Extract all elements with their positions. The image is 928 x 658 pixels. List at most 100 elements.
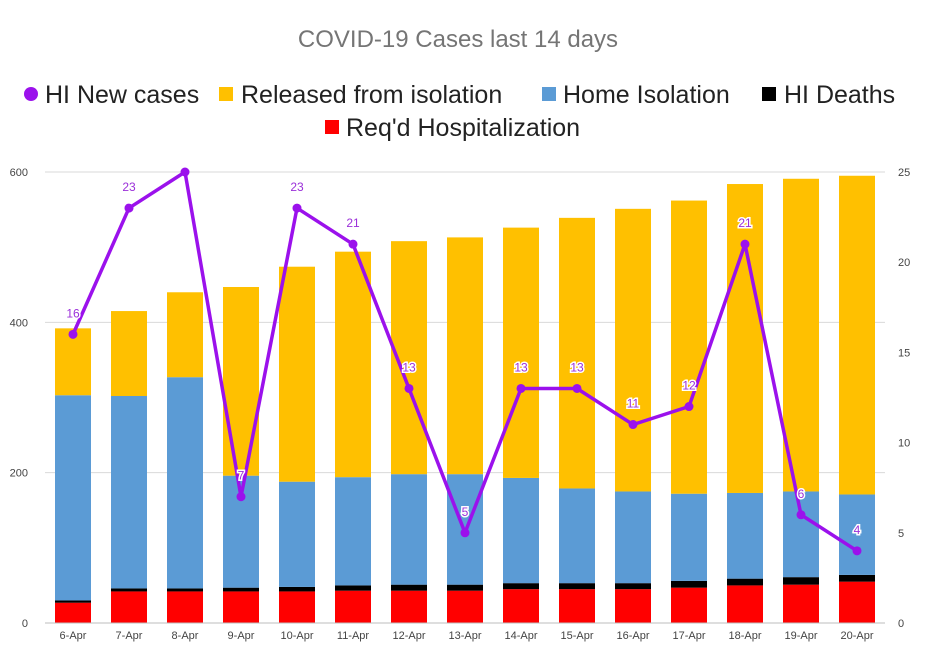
bar-hi-deaths [447,584,483,591]
bar-home-isolation [55,395,91,601]
bar-req-d-hospitalization [727,585,763,623]
bar-home-isolation [727,492,763,579]
bar-released-from-isolation [671,200,707,494]
bar-hi-deaths [167,588,203,592]
bar-home-isolation [559,488,595,584]
legend-label-released: Released from isolation [241,81,502,109]
new-cases-data-label: 23 [122,180,136,194]
y-right-tick-label: 5 [898,528,904,540]
x-tick-label: 9-Apr [228,630,255,642]
legend-marker-hi-new-cases [24,87,38,101]
bar-released-from-isolation [447,237,483,475]
bar-released-from-isolation [503,227,539,478]
new-cases-point [740,239,750,249]
bar-released-from-isolation [335,251,371,478]
new-cases-data-label: 12 [682,379,696,393]
bar-hi-deaths [783,577,819,585]
bar-released-from-isolation [279,266,315,482]
x-tick-label: 6-Apr [60,630,87,642]
new-cases-point [348,239,358,249]
legend-marker-reqd-hospitalization [325,120,339,134]
new-cases-data-label: 13 [570,360,584,374]
bar-hi-deaths [727,578,763,586]
legend-label-hi-new-cases: HI New cases [45,81,199,109]
bar-home-isolation [279,481,315,587]
legend-item-hi-deaths[interactable]: HI Deaths [762,81,895,109]
bar-released-from-isolation [111,311,147,396]
bar-released-from-isolation [727,184,763,493]
bar-req-d-hospitalization [279,591,315,623]
bar-home-isolation [671,493,707,581]
bar-hi-deaths [839,574,875,582]
legend-item-released[interactable]: Released from isolation [219,81,502,109]
new-cases-point [628,420,638,430]
bar-home-isolation [503,477,539,584]
bar-req-d-hospitalization [783,584,819,623]
bar-hi-deaths [223,587,259,592]
new-cases-data-label: 6 [798,487,805,501]
bar-released-from-isolation [559,217,595,489]
x-tick-label: 10-Apr [280,630,313,642]
bar-hi-deaths [503,583,539,590]
bar-hi-deaths [55,600,91,603]
x-tick-label: 19-Apr [784,630,817,642]
new-cases-point [796,510,806,520]
bar-hi-deaths [391,584,427,591]
new-cases-point [852,546,862,556]
new-cases-data-label: 13 [402,360,416,374]
new-cases-line: 16 23 7 23 21 13 5 13 13 11 12 21 6 4 [65,167,862,556]
new-cases-point [180,167,190,177]
bar-req-d-hospitalization [559,589,595,623]
legend-label-home-isolation: Home Isolation [563,81,730,109]
x-tick-label: 8-Apr [172,630,199,642]
legend-marker-hi-deaths [762,87,776,101]
new-cases-data-label: 4 [854,523,861,537]
bar-hi-deaths [615,583,651,590]
y-left-tick-label: 600 [10,167,28,179]
bar-hi-deaths [671,580,707,588]
new-cases-data-label: 7 [238,469,245,483]
bar-released-from-isolation [783,178,819,492]
x-tick-label: 11-Apr [337,630,370,642]
axes: 0 200 400 600 0 5 10 15 20 25 6-Apr 7-Apr 8-Apr 9-Apr… [10,167,911,642]
bar-hi-deaths [279,586,315,592]
bar-home-isolation [839,494,875,575]
legend-item-reqd-hospitalization[interactable]: Req'd Hospitalization [325,114,580,142]
bar-released-from-isolation [167,292,203,378]
bar-req-d-hospitalization [223,591,259,623]
bar-req-d-hospitalization [167,591,203,623]
bar-hi-deaths [559,583,595,590]
bar-home-isolation [615,491,651,584]
legend: HI New cases Released from isolation Hom… [24,81,895,142]
new-cases-point [124,203,134,213]
x-tick-label: 13-Apr [448,630,481,642]
legend-item-home-isolation[interactable]: Home Isolation [542,81,730,109]
y-right-tick-label: 25 [898,167,910,179]
new-cases-data-label: 13 [514,360,528,374]
y-right-tick-label: 0 [898,618,904,630]
new-cases-point [68,329,78,339]
bars [55,175,875,623]
bar-released-from-isolation [55,328,91,396]
bar-req-d-hospitalization [391,590,427,623]
y-right-tick-label: 15 [898,347,910,359]
x-tick-label: 15-Apr [560,630,593,642]
x-tick-label: 17-Apr [672,630,705,642]
legend-marker-released [219,87,233,101]
bar-home-isolation [167,377,203,589]
new-cases-data-label: 23 [290,180,304,194]
new-cases-point [516,383,526,393]
new-cases-data-label: 11 [627,397,640,411]
legend-label-hi-deaths: HI Deaths [784,81,895,109]
legend-item-hi-new-cases[interactable]: HI New cases [24,81,199,109]
bar-released-from-isolation [839,175,875,495]
new-cases-point [460,528,470,538]
new-cases-data-label: 5 [462,505,469,519]
new-cases-point [236,492,246,502]
legend-label-reqd-hospitalization: Req'd Hospitalization [346,114,580,142]
bar-home-isolation [111,395,147,589]
bar-req-d-hospitalization [615,589,651,623]
bar-req-d-hospitalization [111,591,147,623]
x-tick-label: 7-Apr [116,630,143,642]
